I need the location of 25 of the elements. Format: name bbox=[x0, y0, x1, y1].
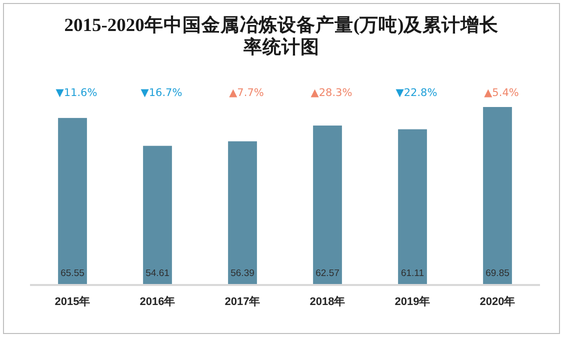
data-label: 54.61 bbox=[146, 268, 170, 279]
bar bbox=[483, 107, 512, 285]
data-label: 61.11 bbox=[400, 268, 424, 279]
x-tick-label: 2018年 bbox=[310, 294, 346, 308]
x-tick-label: 2015年 bbox=[54, 294, 90, 308]
bar bbox=[58, 118, 87, 285]
text: ▼22.8% bbox=[396, 87, 438, 99]
text: ▼11.6% bbox=[56, 87, 98, 99]
data-label: 56.39 bbox=[230, 268, 254, 279]
data-label: 69.85 bbox=[486, 268, 510, 279]
data-label: 65.55 bbox=[60, 268, 84, 279]
text: ▲28.3% bbox=[310, 87, 352, 99]
x-tick-label: 2019年 bbox=[394, 294, 430, 308]
bar bbox=[313, 126, 342, 285]
chart-title: 2015-2020年中国金属冶炼设备产量(万吨)及累计增长率统计图 bbox=[64, 14, 500, 58]
text: ▲7.7% bbox=[229, 87, 264, 99]
text: ▲5.4% bbox=[484, 87, 519, 99]
text: ▼16.7% bbox=[140, 87, 182, 99]
bar bbox=[143, 146, 172, 285]
bar bbox=[228, 141, 257, 285]
data-label: 62.57 bbox=[316, 268, 340, 279]
x-tick-label: 2017年 bbox=[224, 294, 260, 308]
x-tick-label: 2016年 bbox=[140, 294, 176, 308]
bar bbox=[398, 129, 427, 285]
x-tick-label: 2020年 bbox=[480, 294, 516, 308]
